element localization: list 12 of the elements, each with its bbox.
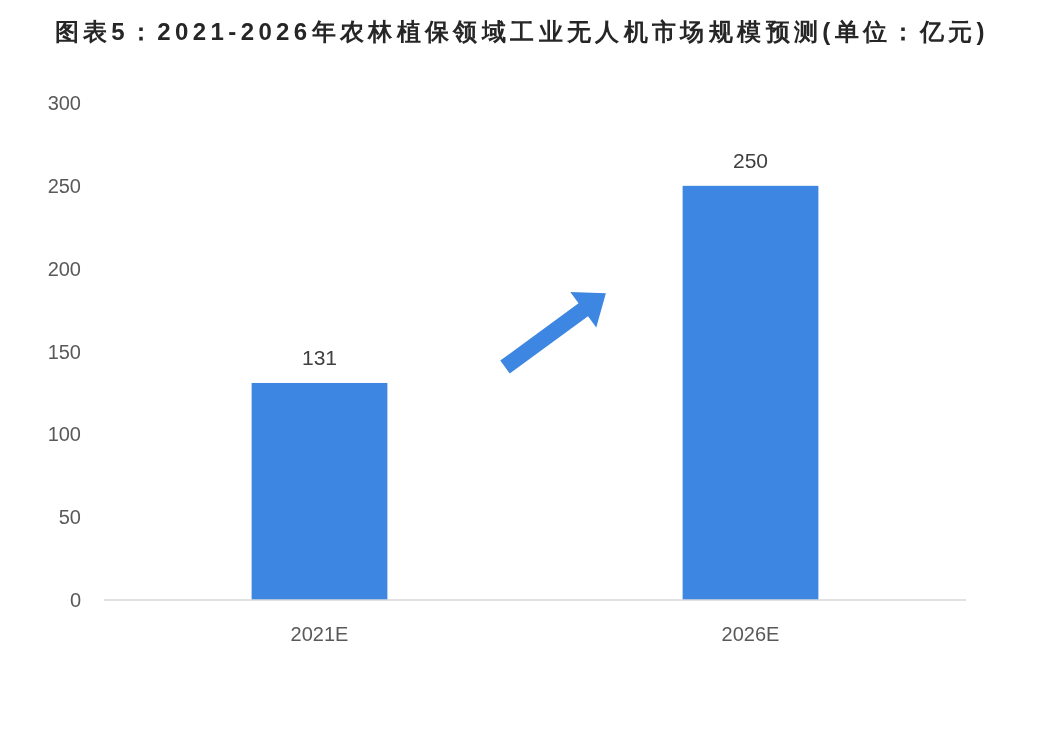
data-label: 250	[732, 148, 769, 172]
y-tick-label: 200	[47, 257, 81, 280]
chart-title: 图表5：2021-2026年农林植保领域工业无人机市场规模预测(单位：亿元)	[54, 18, 985, 45]
y-tick-label: 0	[69, 589, 81, 611]
x-tick-label: 2026E	[721, 623, 780, 645]
y-tick-label: 150	[47, 340, 81, 363]
y-tick-label: 100	[47, 423, 81, 446]
y-tick-label: 50	[58, 506, 81, 529]
y-tick-label: 250	[47, 174, 81, 197]
x-tick-label: 2021E	[290, 623, 349, 645]
data-label: 131	[301, 345, 338, 369]
y-tick-label: 300	[47, 92, 81, 114]
